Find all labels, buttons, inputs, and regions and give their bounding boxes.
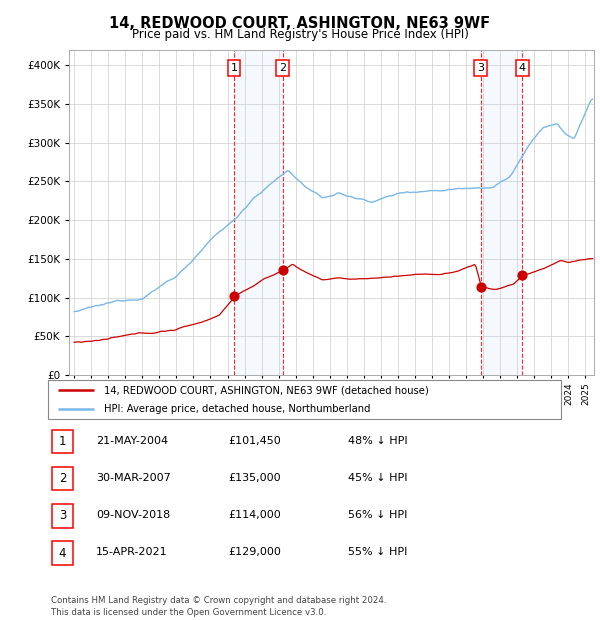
Text: 09-NOV-2018: 09-NOV-2018: [96, 510, 170, 520]
Text: 2: 2: [59, 472, 66, 485]
Text: 4: 4: [59, 547, 66, 559]
Text: 4: 4: [518, 63, 526, 73]
Text: £114,000: £114,000: [228, 510, 281, 520]
FancyBboxPatch shape: [52, 467, 73, 490]
Text: Contains HM Land Registry data © Crown copyright and database right 2024.
This d: Contains HM Land Registry data © Crown c…: [51, 596, 386, 617]
Point: [517, 270, 527, 280]
Text: £129,000: £129,000: [228, 547, 281, 557]
Text: 30-MAR-2007: 30-MAR-2007: [96, 473, 171, 483]
Text: 45% ↓ HPI: 45% ↓ HPI: [348, 473, 407, 483]
Text: Price paid vs. HM Land Registry's House Price Index (HPI): Price paid vs. HM Land Registry's House …: [131, 28, 469, 41]
Text: 14, REDWOOD COURT, ASHINGTON, NE63 9WF: 14, REDWOOD COURT, ASHINGTON, NE63 9WF: [109, 16, 491, 30]
FancyBboxPatch shape: [52, 430, 73, 453]
Bar: [234, 50, 283, 375]
FancyBboxPatch shape: [52, 541, 73, 565]
Text: 55% ↓ HPI: 55% ↓ HPI: [348, 547, 407, 557]
FancyBboxPatch shape: [52, 504, 73, 528]
Text: 14, REDWOOD COURT, ASHINGTON, NE63 9WF (detached house): 14, REDWOOD COURT, ASHINGTON, NE63 9WF (…: [104, 386, 429, 396]
Text: 3: 3: [477, 63, 484, 73]
Point: [278, 265, 287, 275]
Text: 2: 2: [279, 63, 286, 73]
Text: 1: 1: [59, 435, 66, 448]
Text: 15-APR-2021: 15-APR-2021: [96, 547, 167, 557]
Text: 56% ↓ HPI: 56% ↓ HPI: [348, 510, 407, 520]
Text: HPI: Average price, detached house, Northumberland: HPI: Average price, detached house, Nort…: [104, 404, 371, 414]
Bar: [481, 50, 522, 375]
Point: [476, 281, 485, 292]
Text: 3: 3: [59, 510, 66, 522]
Point: [229, 291, 239, 301]
Text: £135,000: £135,000: [228, 473, 281, 483]
Text: £101,450: £101,450: [228, 436, 281, 446]
Text: 48% ↓ HPI: 48% ↓ HPI: [348, 436, 407, 446]
Text: 1: 1: [230, 63, 238, 73]
Text: 21-MAY-2004: 21-MAY-2004: [96, 436, 168, 446]
FancyBboxPatch shape: [48, 380, 561, 419]
